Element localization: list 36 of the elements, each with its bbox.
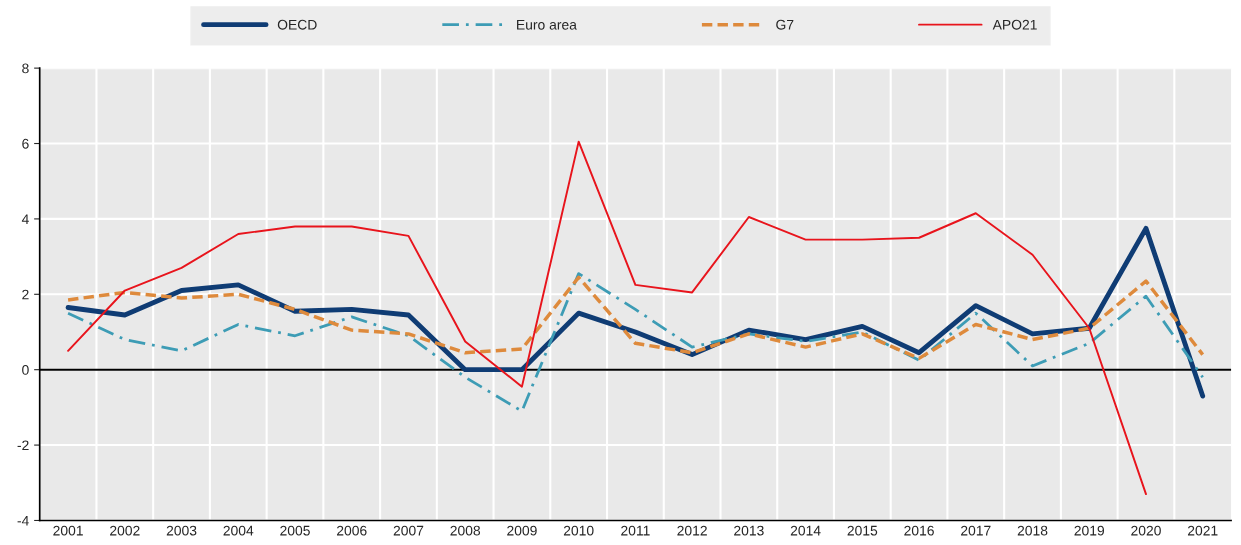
x-tick-label: 2005 [280,525,310,536]
x-tick-label: 2008 [450,525,481,536]
y-tick-label: -4 [17,515,29,526]
y-tick-label: 2 [22,289,29,300]
legend-label: Euro area [517,19,577,30]
x-tick-label: 2020 [1131,525,1161,536]
y-tick-label: 6 [22,138,29,149]
y-tick-label: -2 [17,440,29,451]
line-series [66,272,1205,413]
line-series [66,275,1205,361]
x-tick-label: 2016 [904,525,934,536]
legend-label: G7 [776,19,794,30]
x-tick-label: 2015 [847,525,878,536]
x-tick-label: 2010 [563,525,594,536]
x-tick-label: 2018 [1017,525,1048,536]
line-series [67,140,1147,496]
x-tick-label: 2004 [223,525,254,536]
x-tick-label: 2001 [53,525,83,536]
y-tick-label: 4 [21,214,29,224]
x-tick-label: 2014 [790,525,821,536]
y-tick-label: 8 [22,63,29,74]
x-tick-label: 2013 [734,525,764,536]
line-series [65,225,1206,399]
x-tick-label: 2003 [166,525,197,536]
x-tick-label: 2006 [336,525,367,536]
y-tick-label: 0 [22,365,29,375]
x-tick-label: 2007 [393,525,424,536]
x-tick-label: 2012 [677,525,707,536]
x-tick-label: 2019 [1074,525,1105,536]
legend-label: APO21 [992,19,1037,30]
x-tick-label: 2002 [110,525,140,536]
x-tick-label: 2011 [621,525,650,536]
x-tick-label: 2021 [1187,525,1218,536]
x-tick-label: 2017 [961,525,991,536]
legend-label: OECD [277,19,317,30]
x-tick-label: 2009 [507,525,537,536]
